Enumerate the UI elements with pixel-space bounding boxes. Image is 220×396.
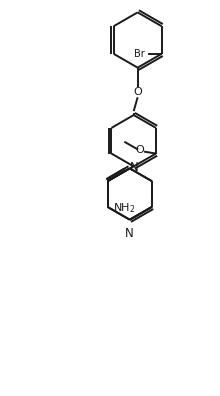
- Text: NH$_2$: NH$_2$: [114, 201, 136, 215]
- Text: Br: Br: [134, 49, 145, 59]
- Text: N: N: [124, 227, 133, 240]
- Text: N: N: [130, 161, 139, 174]
- Text: O: O: [133, 88, 142, 97]
- Text: O: O: [136, 145, 145, 154]
